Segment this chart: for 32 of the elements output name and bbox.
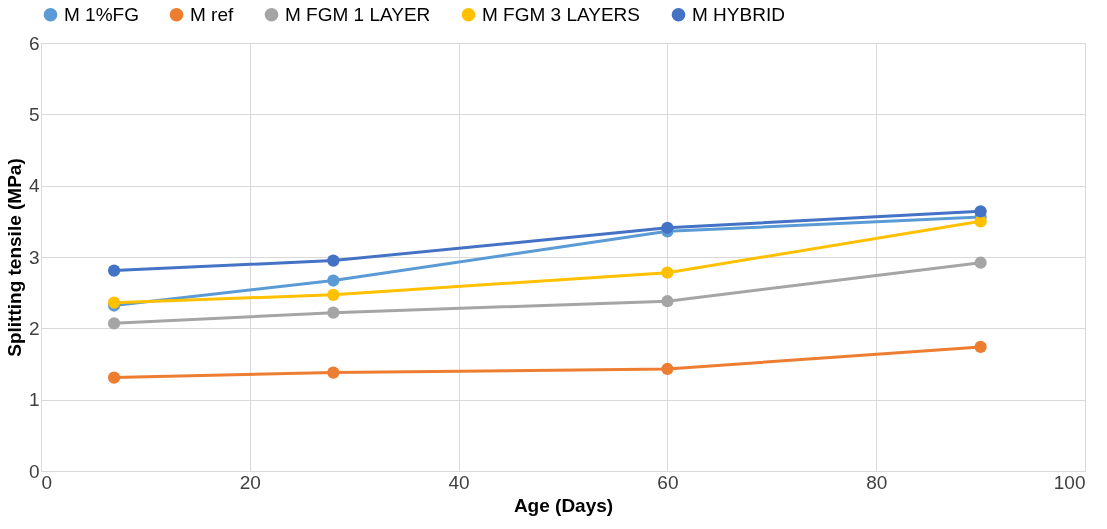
point — [327, 366, 340, 379]
point — [661, 266, 674, 279]
legend-label: M 1%FG — [64, 3, 139, 25]
y-axis-title: Splitting tensile (MPa) — [3, 158, 25, 357]
point — [974, 256, 987, 269]
point — [661, 362, 674, 376]
point — [974, 340, 987, 353]
y-tick-label: 5 — [28, 103, 40, 125]
y-tick-label: 2 — [28, 317, 40, 339]
point — [327, 254, 340, 267]
x-tick-label: 60 — [657, 471, 679, 493]
point — [327, 274, 340, 287]
legend-label: M HYBRID — [692, 3, 785, 25]
point — [107, 371, 121, 384]
y-tick-label: 1 — [28, 389, 40, 411]
x-tick-label: 20 — [239, 471, 261, 493]
x-tick-label: 40 — [448, 471, 470, 493]
point — [327, 306, 340, 319]
legend-label: M FGM 1 LAYER — [285, 3, 431, 25]
y-tick-label: 6 — [28, 32, 40, 54]
point — [107, 317, 121, 330]
x-axis-title: Age (Days) — [513, 494, 614, 516]
y-tick-label: 3 — [28, 246, 40, 268]
point — [661, 221, 674, 234]
legend-label: M ref — [190, 3, 234, 25]
x-tick-label: 100 — [1053, 471, 1086, 493]
legend-label: M FGM 3 LAYERS — [482, 3, 641, 25]
point — [327, 288, 340, 301]
y-tick-label: 4 — [28, 175, 40, 197]
x-tick-label: 80 — [866, 471, 888, 493]
point — [661, 295, 674, 308]
point — [107, 264, 121, 277]
